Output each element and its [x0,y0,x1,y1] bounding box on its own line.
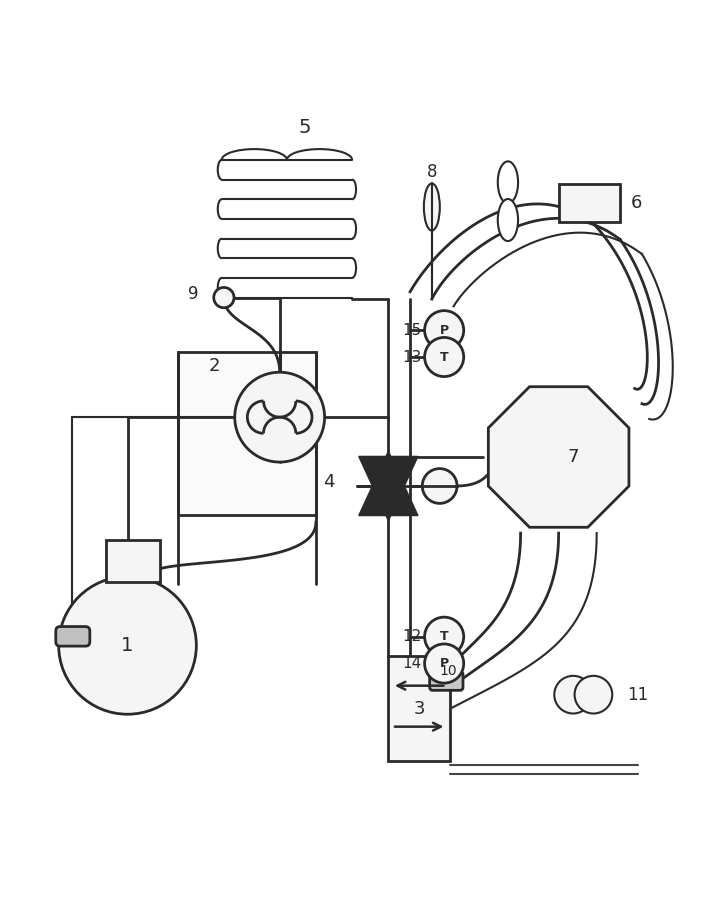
Text: 6: 6 [631,194,643,212]
Circle shape [425,311,464,350]
Text: T: T [440,631,449,643]
Circle shape [234,372,325,462]
Text: 7: 7 [568,448,579,466]
Text: 14: 14 [402,656,421,671]
Text: 9: 9 [188,285,199,303]
Text: 5: 5 [299,118,311,137]
Circle shape [425,644,464,683]
Ellipse shape [498,162,518,204]
Circle shape [213,287,234,308]
Bar [388,656,450,761]
Text: 15: 15 [402,323,421,337]
Text: 12: 12 [402,629,421,644]
Text: T: T [440,350,449,364]
Text: 10: 10 [440,664,457,678]
Text: 3: 3 [413,700,425,717]
Text: 8: 8 [427,164,437,181]
Text: P: P [440,657,449,670]
Ellipse shape [424,184,440,230]
Circle shape [425,617,464,656]
Ellipse shape [498,199,518,241]
Text: 4: 4 [323,473,335,492]
Polygon shape [359,456,418,521]
Polygon shape [489,387,629,527]
Bar [178,352,316,515]
Text: 2: 2 [208,357,220,376]
Text: 13: 13 [402,349,421,365]
Circle shape [574,675,612,714]
Bar [106,539,160,581]
Circle shape [59,577,196,714]
Circle shape [554,675,592,714]
Text: P: P [440,324,449,336]
Bar [558,184,620,221]
FancyBboxPatch shape [430,672,463,690]
Polygon shape [359,452,418,515]
Circle shape [425,337,464,377]
Text: 11: 11 [627,686,648,704]
FancyBboxPatch shape [56,627,90,646]
Circle shape [423,469,457,504]
Text: 1: 1 [121,636,134,655]
